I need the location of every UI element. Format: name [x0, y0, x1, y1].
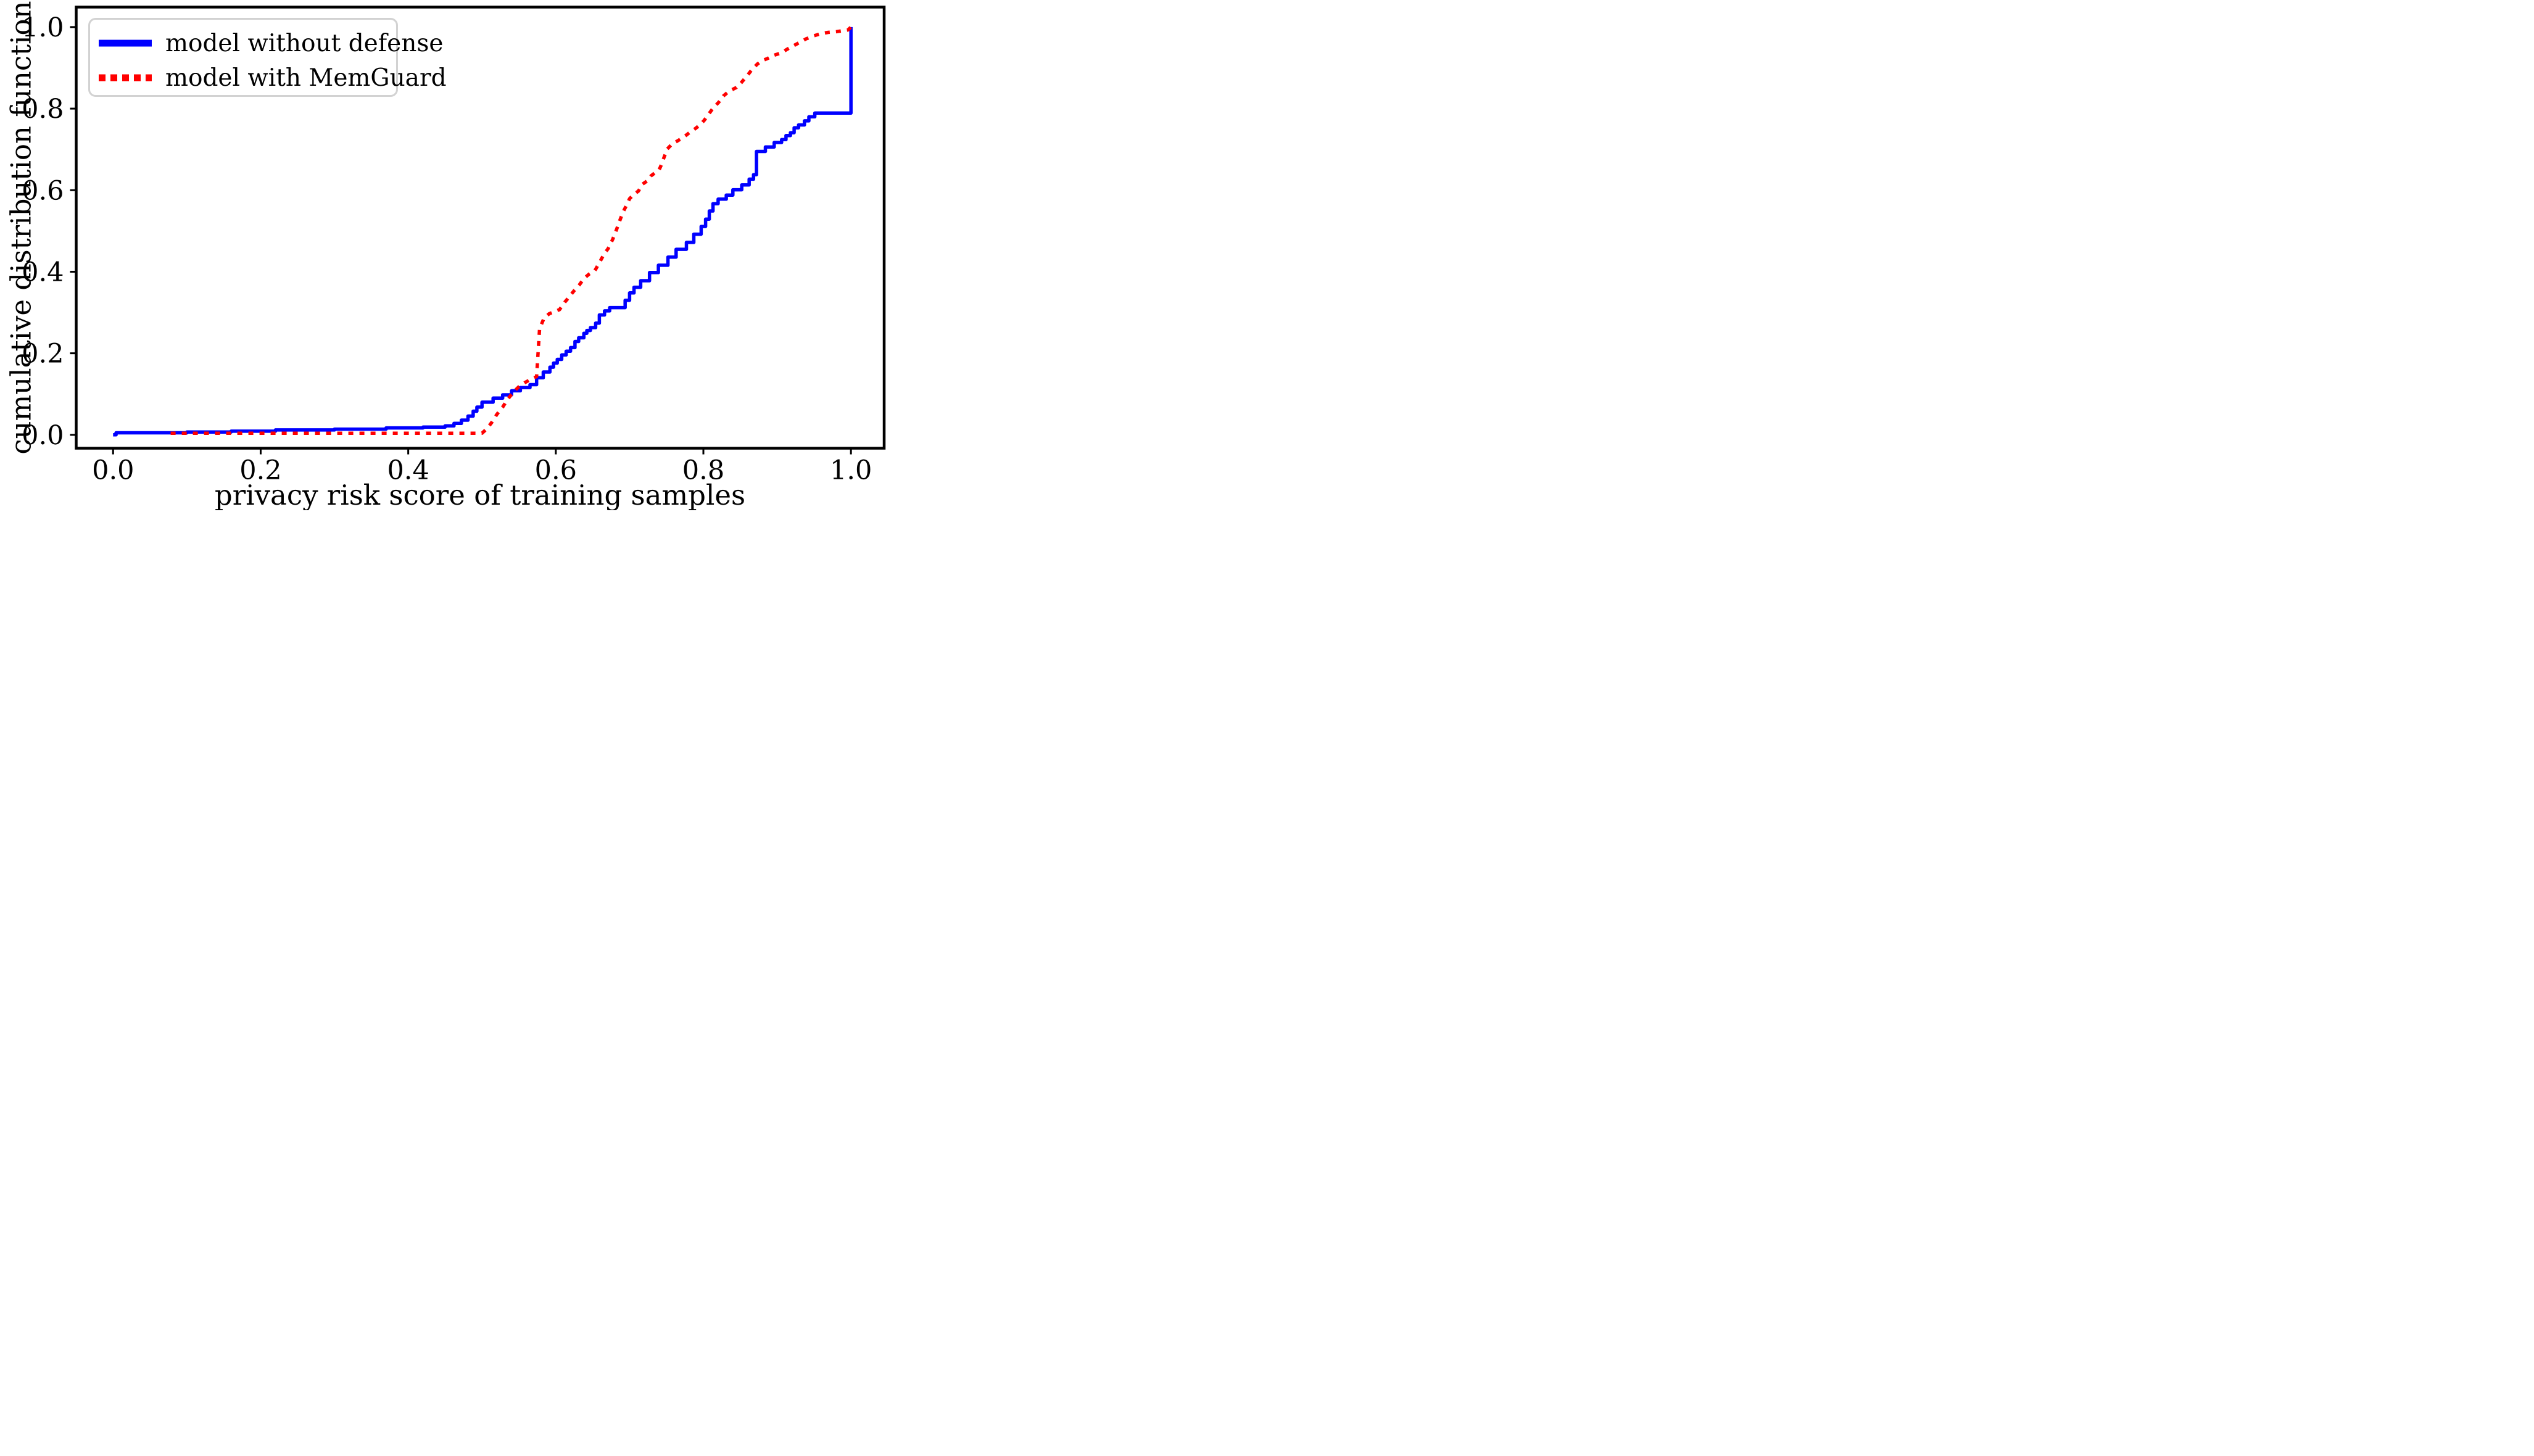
x-tick-label: 1.0	[830, 455, 872, 486]
y-tick-label: 0.8	[22, 94, 64, 125]
legend-label: model with MemGuard	[165, 64, 447, 92]
y-tick-label: 1.0	[22, 12, 64, 43]
legend-item-memguard: model with MemGuard	[90, 64, 447, 91]
y-tick-label: 0.6	[22, 175, 64, 206]
cdf-figure: 0.0 0.2 0.4 0.6 0.8 1.0 0.0 0.2 0.4 0.6 0.8 1.0 pri…	[0, 0, 888, 510]
y-tick-label: 0.4	[22, 257, 64, 287]
x-axis-label: privacy risk score of training samples	[214, 479, 746, 510]
plot-area: 0.0 0.2 0.4 0.6 0.8 1.0 0.0 0.2 0.4 0.6 0.8 1.0	[22, 6, 886, 486]
y-tick-label: 0.0	[22, 420, 64, 451]
series-dotted	[170, 25, 853, 435]
x-tick-label: 0.8	[682, 455, 724, 486]
x-tick-label: 0.0	[92, 455, 134, 486]
axes-frame	[75, 6, 886, 450]
legend-label: model without defense	[165, 29, 444, 57]
legend-item-without-defense: model without defense	[90, 30, 443, 57]
legend: model without defense model with MemGuar…	[88, 18, 447, 97]
legend-line-sample-dotted	[99, 74, 152, 81]
y-axis-label: cumulative distribution function	[4, 1, 38, 455]
series-solid	[113, 27, 853, 437]
y-tick-label: 0.2	[22, 339, 64, 370]
x-tick-label: 0.2	[239, 455, 281, 486]
x-tick-label: 0.6	[535, 455, 577, 486]
x-tick-label: 0.4	[387, 455, 429, 486]
legend-line-sample-solid	[99, 39, 152, 47]
